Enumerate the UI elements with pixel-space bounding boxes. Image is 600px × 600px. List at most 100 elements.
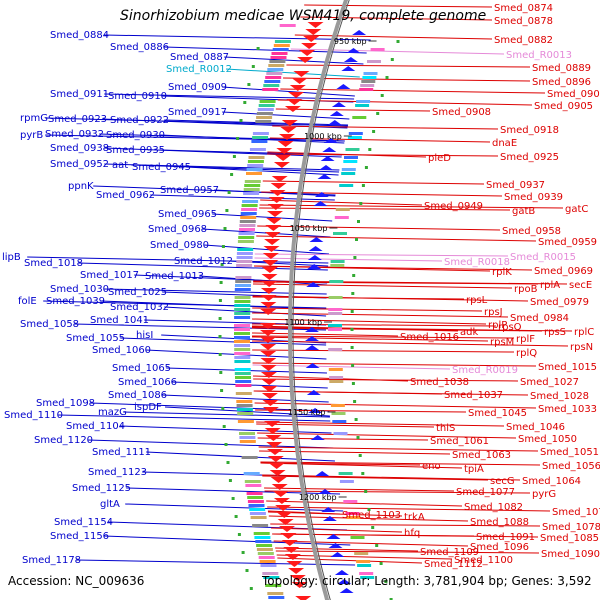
- inner-feature-block: [328, 348, 343, 351]
- left-leader-line: [204, 244, 330, 255]
- inner-marker: [367, 508, 371, 511]
- right-gene-label: rplK: [492, 267, 512, 278]
- inner-marker: [356, 436, 360, 439]
- forward-strand-arrow: [327, 120, 342, 125]
- right-gene-label: dnaE: [492, 138, 517, 149]
- inner-marker: [368, 148, 372, 151]
- outer-feature-block: [234, 356, 251, 359]
- left-leader-line: [76, 559, 356, 566]
- reverse-strand-arrow: [264, 232, 281, 238]
- outer-feature-block: [236, 404, 253, 407]
- forward-strand-arrow: [334, 570, 349, 575]
- reverse-strand-arrow: [281, 120, 298, 126]
- outer-feature-block: [268, 596, 285, 599]
- reverse-strand-arrow: [262, 260, 279, 266]
- inner-marker: [396, 40, 400, 43]
- outer-feature-block: [244, 180, 261, 183]
- outer-feature-block: [271, 52, 288, 55]
- outer-marker: [241, 551, 245, 554]
- outer-feature-block: [251, 140, 268, 143]
- outer-feature-block: [255, 120, 272, 123]
- reverse-strand-arrow: [261, 386, 278, 392]
- left-gene-label: Smed_1025: [108, 287, 167, 298]
- right-gene-label: gatB: [512, 206, 535, 217]
- left-leader-line: [58, 414, 331, 422]
- right-gene-label: Smed_1090: [541, 549, 600, 560]
- outer-feature-block: [255, 540, 272, 543]
- outer-marker: [226, 461, 230, 464]
- forward-strand-arrow: [307, 264, 322, 269]
- right-gene-label: Smed_1085: [540, 533, 599, 544]
- reverse-strand-arrow: [260, 288, 277, 294]
- reverse-strand-arrow: [263, 246, 280, 252]
- outer-feature-block: [258, 556, 275, 559]
- inner-feature-block: [328, 368, 343, 371]
- outer-marker: [231, 497, 235, 500]
- outer-marker: [247, 83, 251, 86]
- left-gene-label: ppnK: [68, 181, 94, 192]
- forward-strand-arrow: [337, 579, 352, 584]
- outer-feature-block: [252, 132, 269, 135]
- inner-feature-block: [356, 560, 371, 563]
- inner-feature-block: [335, 208, 350, 211]
- right-gene-label: Smed_1112: [424, 559, 483, 570]
- reverse-strand-arrow: [260, 372, 277, 378]
- inner-marker: [376, 112, 380, 115]
- left-gene-label: Smed_1110: [4, 410, 63, 421]
- left-gene-label: Smed_1123: [88, 467, 147, 478]
- left-gene-label: Smed_1060: [92, 345, 151, 356]
- right-gene-label: Smed_0959: [538, 237, 597, 248]
- reverse-strand-arrow: [260, 344, 277, 350]
- outer-feature-block: [272, 48, 289, 51]
- left-leader-line: [104, 93, 355, 100]
- outer-feature-block: [239, 432, 255, 435]
- outer-feature-block: [234, 344, 251, 347]
- reverse-strand-arrow: [260, 323, 276, 329]
- left-gene-label: Smed_0932: [45, 129, 104, 140]
- outer-feature-block: [243, 192, 260, 195]
- inner-feature-block: [328, 308, 343, 311]
- right-gene-label: pyrG: [532, 489, 556, 500]
- right-gene-label: Smed_1077: [456, 487, 515, 498]
- outer-feature-block: [236, 252, 253, 255]
- left-gene-label: Smed_1154: [54, 517, 113, 528]
- reverse-strand-arrow: [303, 36, 320, 42]
- inner-marker: [354, 418, 358, 421]
- outer-feature-block: [234, 296, 251, 299]
- left-gene-label: Smed_1111: [92, 447, 151, 458]
- left-leader-line: [78, 262, 328, 271]
- inner-feature-block: [329, 380, 344, 383]
- inner-feature-block: [355, 104, 370, 107]
- reverse-strand-arrow: [288, 568, 305, 574]
- reverse-strand-arrow: [279, 134, 295, 140]
- right-leader-line: [262, 475, 489, 481]
- right-leader-line: [260, 461, 541, 466]
- left-gene-label: Smed_0962: [96, 190, 155, 201]
- inner-feature-block: [348, 132, 363, 135]
- reverse-strand-arrow: [289, 85, 306, 91]
- reverse-strand-arrow: [265, 225, 282, 231]
- outer-feature-block: [252, 136, 269, 139]
- outer-feature-block: [234, 324, 250, 327]
- right-gene-label: Smed_0958: [502, 226, 561, 237]
- left-leader-line: [27, 256, 329, 264]
- outer-marker: [243, 101, 247, 104]
- inner-marker: [361, 472, 365, 475]
- reverse-strand-arrow: [277, 141, 294, 147]
- inner-marker: [364, 166, 368, 169]
- right-gene-label: eno: [422, 461, 441, 472]
- right-leader-line: [253, 390, 529, 396]
- reverse-strand-arrow: [276, 512, 293, 518]
- left-gene-label: Smed_1041: [90, 315, 149, 326]
- reverse-strand-arrow: [261, 274, 278, 280]
- outer-feature-block: [244, 184, 261, 187]
- outer-feature-block: [257, 552, 274, 555]
- right-gene-label: Smed_0874: [494, 3, 553, 14]
- right-gene-label: rpsQ: [498, 322, 522, 333]
- outer-feature-block: [234, 308, 251, 311]
- left-gene-label: Smed_1012: [174, 256, 233, 267]
- reverse-strand-arrow: [299, 50, 316, 56]
- reverse-strand-arrow: [270, 477, 287, 483]
